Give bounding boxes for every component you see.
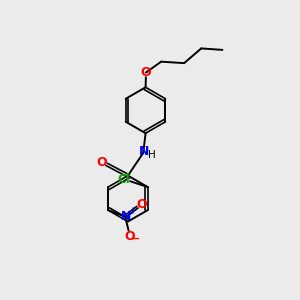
Text: O: O — [124, 230, 134, 243]
Text: Cl: Cl — [117, 173, 130, 186]
Text: O: O — [96, 157, 107, 169]
Text: O: O — [137, 198, 148, 211]
Text: +: + — [128, 206, 136, 216]
Text: O: O — [141, 66, 151, 79]
Text: −: − — [131, 234, 141, 244]
Text: H: H — [148, 150, 156, 160]
Text: N: N — [139, 145, 150, 158]
Text: N: N — [121, 210, 131, 223]
